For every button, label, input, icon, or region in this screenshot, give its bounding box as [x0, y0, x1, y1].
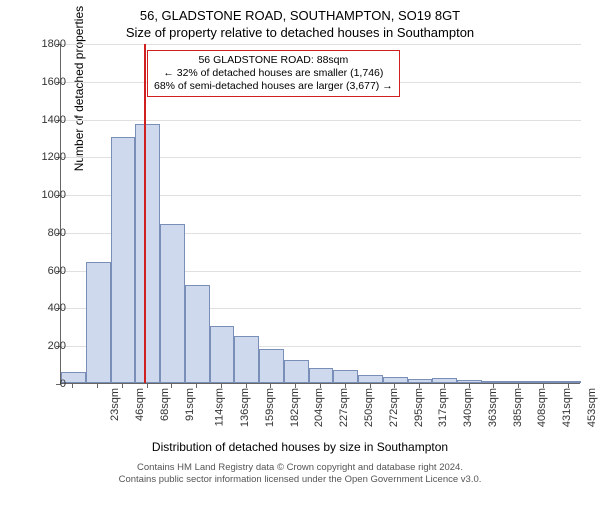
x-tick-mark	[444, 383, 445, 388]
grid-line	[61, 120, 581, 121]
x-tick-mark	[246, 383, 247, 388]
x-tick-label: 250sqm	[363, 388, 375, 427]
histogram-bar	[556, 381, 581, 383]
histogram-bar	[160, 224, 185, 383]
y-tick-label: 1400	[42, 114, 66, 126]
x-tick-mark	[171, 383, 172, 388]
footer-line-1: Contains HM Land Registry data © Crown c…	[0, 462, 600, 474]
x-tick-mark	[543, 383, 544, 388]
x-tick-label: 68sqm	[159, 388, 171, 421]
x-tick-label: 136sqm	[239, 388, 251, 427]
x-tick-mark	[221, 383, 222, 388]
x-tick-label: 295sqm	[413, 388, 425, 427]
histogram-bar	[309, 368, 334, 383]
y-tick-label: 1000	[42, 189, 66, 201]
chart-title-sub: Size of property relative to detached ho…	[0, 25, 600, 40]
x-tick-label: 46sqm	[134, 388, 146, 421]
histogram-bar	[135, 124, 160, 383]
annotation-line-1: 56 GLADSTONE ROAD: 88sqm	[154, 54, 393, 67]
x-tick-label: 363sqm	[487, 388, 499, 427]
y-tick-label: 800	[48, 227, 66, 239]
histogram-bar	[111, 137, 136, 383]
histogram-bar	[333, 370, 358, 383]
x-tick-label: 340sqm	[462, 388, 474, 427]
y-tick-label: 0	[60, 378, 66, 390]
y-tick-label: 1800	[42, 38, 66, 50]
histogram-bar	[185, 285, 210, 383]
chart-plot-wrap: Number of detached properties 56 GLADSTO…	[60, 44, 590, 384]
annotation-line-3: 68% of semi-detached houses are larger (…	[154, 80, 393, 93]
histogram-bar	[358, 375, 383, 383]
x-tick-mark	[97, 383, 98, 388]
x-tick-label: 385sqm	[512, 388, 524, 427]
histogram-bar	[210, 326, 235, 383]
x-tick-label: 408sqm	[536, 388, 548, 427]
x-tick-mark	[370, 383, 371, 388]
x-tick-mark	[469, 383, 470, 388]
x-tick-label: 91sqm	[184, 388, 196, 421]
x-tick-mark	[122, 383, 123, 388]
annotation-box: 56 GLADSTONE ROAD: 88sqm← 32% of detache…	[147, 50, 400, 97]
x-axis-label: Distribution of detached houses by size …	[0, 440, 600, 454]
y-tick-label: 600	[48, 265, 66, 277]
y-tick-label: 200	[48, 340, 66, 352]
chart-title-main: 56, GLADSTONE ROAD, SOUTHAMPTON, SO19 8G…	[0, 8, 600, 23]
histogram-bar	[457, 380, 482, 383]
x-tick-mark	[72, 383, 73, 388]
footer-line-2: Contains public sector information licen…	[0, 474, 600, 486]
histogram-bar	[432, 378, 457, 383]
x-tick-label: 159sqm	[264, 388, 276, 427]
x-tick-label: 204sqm	[314, 388, 326, 427]
x-tick-mark	[493, 383, 494, 388]
footer-attribution: Contains HM Land Registry data © Crown c…	[0, 462, 600, 487]
x-tick-label: 431sqm	[561, 388, 573, 427]
y-tick-label: 1200	[42, 151, 66, 163]
x-tick-mark	[345, 383, 346, 388]
histogram-bar	[86, 262, 111, 383]
x-tick-mark	[270, 383, 271, 388]
grid-line	[61, 44, 581, 45]
x-tick-label: 182sqm	[289, 388, 301, 427]
x-tick-label: 272sqm	[388, 388, 400, 427]
x-tick-label: 317sqm	[437, 388, 449, 427]
annotation-line-2: ← 32% of detached houses are smaller (1,…	[154, 67, 393, 80]
x-tick-mark	[196, 383, 197, 388]
y-tick-label: 400	[48, 302, 66, 314]
x-tick-label: 227sqm	[338, 388, 350, 427]
x-tick-mark	[295, 383, 296, 388]
x-tick-mark	[518, 383, 519, 388]
x-tick-mark	[568, 383, 569, 388]
histogram-bar	[259, 349, 284, 383]
x-tick-label: 453sqm	[586, 388, 598, 427]
histogram-bar	[234, 336, 259, 383]
x-tick-label: 114sqm	[214, 388, 226, 426]
y-tick-label: 1600	[42, 76, 66, 88]
x-tick-label: 23sqm	[109, 388, 121, 421]
reference-line	[144, 44, 146, 383]
plot-area: 56 GLADSTONE ROAD: 88sqm← 32% of detache…	[60, 44, 580, 384]
x-tick-mark	[419, 383, 420, 388]
chart-container: 56, GLADSTONE ROAD, SOUTHAMPTON, SO19 8G…	[0, 8, 600, 508]
x-tick-mark	[147, 383, 148, 388]
x-tick-mark	[394, 383, 395, 388]
histogram-bar	[531, 381, 556, 383]
x-tick-mark	[320, 383, 321, 388]
histogram-bar	[284, 360, 309, 383]
